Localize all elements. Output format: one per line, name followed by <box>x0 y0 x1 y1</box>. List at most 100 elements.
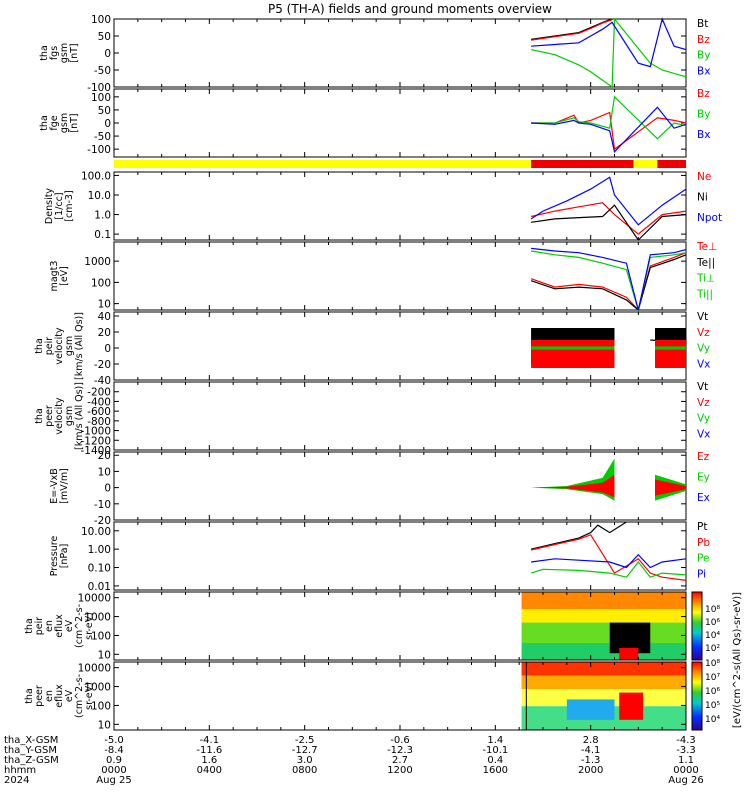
x-row-value: -10.1 <box>482 745 508 756</box>
x-row-label: 2024 <box>4 775 29 786</box>
y-axis-label: velocity <box>54 397 65 435</box>
series-Bz <box>531 19 613 41</box>
status-bar <box>114 160 686 168</box>
legend-entry: Bz <box>697 88 710 100</box>
status-bar-segment <box>633 160 658 168</box>
x-row-value: Aug 25 <box>96 775 131 786</box>
series-Bt <box>531 18 613 40</box>
legend-entry: Pe <box>697 553 709 565</box>
y-axis-label: fgs <box>49 46 60 60</box>
x-row-value: -3.3 <box>676 745 696 756</box>
noise-green <box>655 346 686 350</box>
series-By <box>530 17 687 89</box>
x-row-value: -0.6 <box>390 735 410 746</box>
y-tick-label: 0.10 <box>88 563 111 575</box>
x-row-value: 1.1 <box>678 755 694 766</box>
status-bar-segment <box>657 160 686 168</box>
series-Bx <box>531 17 687 68</box>
y-axis-label: sr-eV) <box>84 612 95 640</box>
x-row-value: 0000 <box>673 765 698 776</box>
y-axis-label: tha <box>34 338 45 354</box>
y-axis-label: [mV/m] <box>59 468 70 504</box>
y-tick-label: -20 <box>94 359 111 371</box>
y-tick-label: 0.1 <box>94 229 111 241</box>
panel-frame <box>113 88 687 158</box>
y-tick-label: 10.0 <box>88 190 111 202</box>
y-tick-label: 40 <box>98 311 111 323</box>
legend-entry: By <box>697 109 710 121</box>
spectrogram <box>521 592 686 660</box>
colorbar-label: [eV/(cm^2-s(All Qs)-sr-eV)] <box>732 592 743 728</box>
spectrogram-band <box>521 689 686 707</box>
y-axis-label: eV <box>64 689 75 702</box>
y-tick-label: -100 <box>87 144 111 156</box>
x-row-value: -12.3 <box>387 745 413 756</box>
spectrogram-band <box>521 643 686 660</box>
x-row-value: 1.4 <box>487 735 503 746</box>
y-tick-label: 20 <box>98 450 111 462</box>
series-Ti⊥ <box>531 250 687 313</box>
y-axis-label: tha <box>39 45 50 61</box>
y-axis-label: fge <box>49 115 60 130</box>
y-tick-label: -600 <box>87 406 111 418</box>
y-tick-label: 1000 <box>84 612 111 624</box>
series-Bx <box>531 106 687 154</box>
y-tick-label: 10 <box>98 466 111 478</box>
series-Pt <box>530 521 627 550</box>
panel-frame <box>113 18 687 88</box>
panel-peir_spec: 10000 1000 100 10 tha peir en eflux eV (cm^2-s-sr… <box>24 591 687 661</box>
y-tick-label: 0 <box>104 343 111 355</box>
x-row-value: 1200 <box>387 765 412 776</box>
legend-entry: Npot <box>697 212 722 224</box>
y-axis-label: (cm^2-s- <box>74 674 85 718</box>
spectrogram-band <box>521 662 686 676</box>
y-axis-label: eflux <box>54 684 65 708</box>
legend-entry: Ne <box>697 171 711 183</box>
x-row-value: 0800 <box>292 765 317 776</box>
legend-entry: Pi <box>697 568 706 580</box>
panel-frame <box>113 521 687 591</box>
x-row-value: 0400 <box>197 765 222 776</box>
y-tick-label: -800 <box>87 416 111 428</box>
x-row-value: 0.9 <box>106 755 122 766</box>
spectrogram-hot <box>619 648 639 660</box>
x-row-label: tha_Z-GSM <box>4 755 59 766</box>
panel-peir_vel: 40 20 0 -20 -40 tha peir velocity gsm [km/s (All … <box>34 311 710 387</box>
x-row-value: -4.3 <box>676 735 696 746</box>
colorbar-tick: 10⁸ <box>705 605 720 615</box>
series-Bz <box>531 111 687 151</box>
x-row-value: -5.0 <box>104 735 124 746</box>
y-tick-label: 10 <box>98 719 111 731</box>
colorbar-tick: 10⁶ <box>705 687 720 697</box>
series-Pb <box>530 534 687 581</box>
y-tick-label: 100.0 <box>81 170 111 182</box>
y-axis-label: peer <box>34 685 45 707</box>
x-row-value: -4.1 <box>200 735 220 746</box>
y-tick-label: 100 <box>91 277 111 289</box>
series-Ne <box>530 202 687 235</box>
panel-frame <box>113 381 687 451</box>
y-tick-label: 10000 <box>78 593 111 605</box>
legend-entry: Pb <box>697 537 710 549</box>
y-axis-label: peir <box>44 337 55 356</box>
y-tick-label: -400 <box>87 396 111 408</box>
legend-entry: Vt <box>697 381 708 393</box>
y-tick-label: -1000 <box>80 426 111 438</box>
y-tick-label: 1.0 <box>94 210 111 222</box>
spectrogram-hot <box>619 692 644 720</box>
legend-entry: Vz <box>697 397 710 409</box>
x-row-value: -4.1 <box>581 745 601 756</box>
x-row-value: 1.6 <box>201 755 217 766</box>
legend-entry: Ni <box>697 192 708 204</box>
spectrogram-band <box>521 675 686 690</box>
x-row-label: tha_Y-GSM <box>4 745 57 756</box>
y-axis-label: [cm-3] <box>64 190 75 221</box>
y-axis-label: [1/cc] <box>54 192 65 219</box>
y-axis-label: magt3 <box>49 261 60 292</box>
y-tick-label: 0 <box>104 483 111 495</box>
series-Pi <box>531 553 687 569</box>
x-row-label: tha_X-GSM <box>4 735 58 746</box>
y-axis-label: gsm <box>59 113 70 133</box>
legend-entry: Vx <box>697 428 710 440</box>
